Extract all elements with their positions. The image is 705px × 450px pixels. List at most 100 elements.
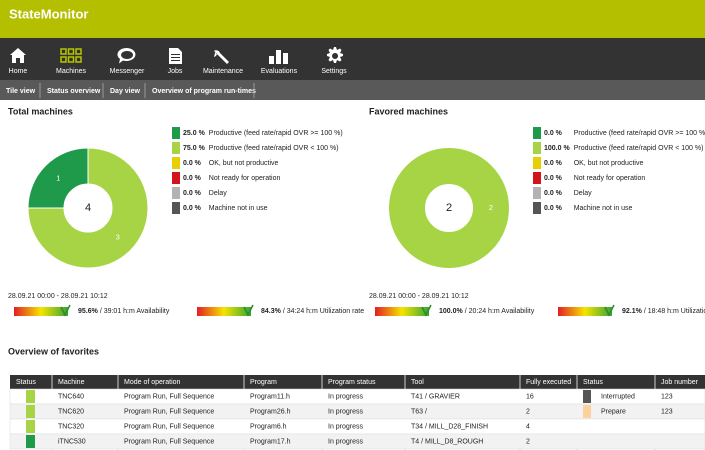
tab[interactable]: Tile view [6,88,36,95]
period: 28.09.21 00:00 - 28.09.21 10:12 [369,293,469,300]
legend-percent: 0.0 % [544,130,563,137]
cell: Interrupted [601,393,635,400]
legend-swatch [533,157,541,169]
tab[interactable]: Overview of program run-times [152,88,256,95]
legend-swatch [533,172,541,184]
tab[interactable]: Day view [110,88,141,95]
app-title: StateMonitor [9,6,88,21]
cell: 123 [661,408,673,415]
jobs-icon [169,48,182,64]
legend-swatch [172,142,180,154]
segment-label: 1 [56,173,60,182]
kpi-text: / 18:48 h:m Utilization [644,308,705,315]
nav-item[interactable]: Machines [56,68,86,75]
table-row [9,433,705,450]
legend-swatch [172,187,180,199]
cell: TNC320 [58,423,84,430]
machines-icon [60,48,82,63]
cell: T63 / [411,408,427,415]
cell: In progress [328,438,364,445]
nav-item[interactable]: Settings [321,68,347,75]
legend-percent: 0.0 % [183,160,202,167]
gauge-pointer [60,304,71,317]
tab-bar [0,80,705,100]
cell: In progress [328,423,364,430]
kpi-value: 95.6% [78,308,99,315]
cell: Prepare [601,408,626,415]
messenger-icon [117,47,136,64]
cell: Program11.h [250,393,290,400]
cell: T34 / MILL_D28_FINISH [411,423,488,430]
gauge-pointer [421,304,432,317]
legend-swatch [533,127,541,139]
column-header: Program [250,379,277,386]
cell: Program Run, Full Sequence [124,408,214,415]
nav-item[interactable]: Messenger [110,68,145,75]
column-header: Job number [661,379,699,386]
legend-percent: 0.0 % [183,205,202,212]
legend-text: Productive (feed rate/rapid OVR < 100 %) [209,145,339,152]
donut-segment [27,147,89,209]
kpi-value: 84.3% [261,308,282,315]
kpi-value: 92.1% [622,308,643,315]
donut-total: 2 [446,202,452,214]
cell: 2 [526,408,530,415]
kpi-text: / 34:24 h:m Utilization rate [283,308,364,315]
nav-icons [10,47,343,64]
status-swatch [26,390,35,403]
kpi: 95.6% / 39:01 h:m Availability [78,308,170,315]
gauge-bar [14,307,68,316]
kpi: 84.3% / 34:24 h:m Utilization rate [261,308,364,315]
legend-text: Productive (feed rate/rapid OVR >= 100 %… [574,130,705,137]
legend-percent: 75.0 % [183,145,206,152]
cell: Program Run, Full Sequence [124,393,214,400]
legend-swatch [533,142,541,154]
legend-percent: 0.0 % [183,190,202,197]
gauge-pointer [243,304,254,317]
cell: 4 [526,423,530,430]
column-header: Status [16,379,36,386]
kpi: 100.0% / 20:24 h:m Availability [439,308,535,315]
legend-swatch [172,127,180,139]
cell: TNC640 [58,393,84,400]
legend-percent: 0.0 % [544,175,563,182]
nav-item[interactable]: Home [9,68,28,75]
evaluations-icon [269,50,288,64]
nav-item[interactable]: Maintenance [203,68,243,75]
donut-total: 4 [85,202,91,214]
status-swatch [26,420,35,433]
legend-swatch [533,187,541,199]
toolbar [0,38,705,80]
legend-percent: 25.0 % [183,130,206,137]
home-icon [10,48,26,63]
cell: Program26.h [250,408,291,415]
section-title: Overview of favorites [8,346,99,356]
segment-label: 3 [116,233,120,242]
cell: T4 / MILL_D8_ROUGH [411,438,483,445]
nav-item[interactable]: Jobs [168,68,183,75]
legend-text: Delay [209,190,227,197]
segment-label: 2 [489,203,493,212]
legend-text: Delay [574,190,592,197]
legend-percent: 0.0 % [544,190,563,197]
gauge-bar [558,307,612,316]
panel-title: Favored machines [369,106,448,116]
column-header: Fully executed [526,379,571,386]
legend-text: Productive (feed rate/rapid OVR >= 100 %… [209,130,343,137]
legend-swatch [172,157,180,169]
column-header: Status [583,379,603,386]
column-header: Program status [328,379,376,386]
cell: 2 [526,438,530,445]
column-header: Machine [58,379,85,386]
column-header: Tool [411,379,424,386]
cell: iTNC530 [58,438,86,445]
legend-text: OK, but not productive [209,160,279,167]
legend-percent: 100.0 % [544,145,570,152]
cell: In progress [328,408,364,415]
nav-item[interactable]: Evaluations [261,68,298,75]
status-swatch [26,405,35,418]
tab[interactable]: Status overview [47,88,101,95]
top-bar [0,0,705,38]
period: 28.09.21 00:00 - 28.09.21 10:12 [8,293,108,300]
